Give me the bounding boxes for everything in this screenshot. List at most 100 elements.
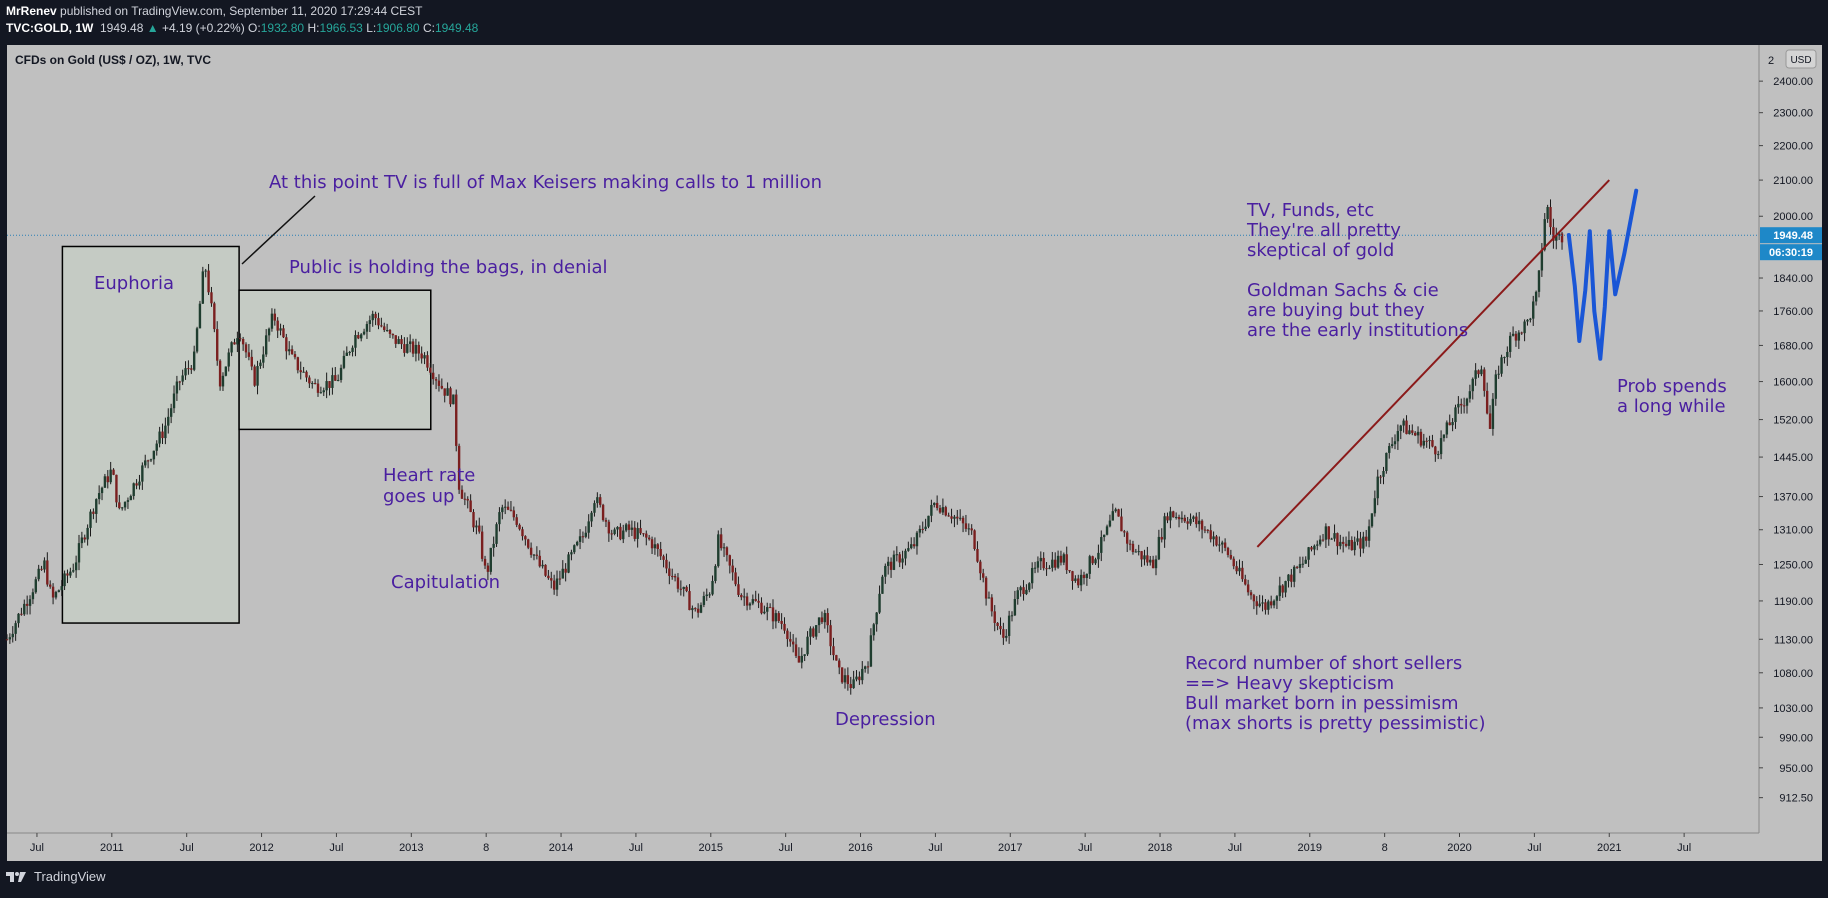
candle-body: [1215, 536, 1218, 546]
candle-body: [604, 520, 608, 522]
candle-body: [656, 544, 660, 549]
candle-body: [1157, 536, 1161, 560]
candle-body: [1301, 563, 1305, 565]
currency-button[interactable]: [1785, 49, 1817, 69]
candle-body: [696, 608, 700, 613]
candle-body: [385, 330, 389, 332]
tradingview-logo-icon: [6, 871, 26, 882]
current-price-badge-text: 1949.48: [1773, 230, 1813, 242]
candle-body: [581, 536, 585, 538]
time-axis[interactable]: [7, 833, 1822, 861]
candle-body: [550, 578, 553, 581]
candle-body: [702, 596, 706, 605]
price-tick-label: 1030.00: [1773, 703, 1813, 715]
candle-body: [1416, 431, 1420, 436]
candle-body: [328, 381, 331, 388]
candle-body: [607, 521, 611, 534]
candle-body: [809, 628, 812, 637]
candle-body: [584, 532, 588, 537]
candle-body: [722, 547, 726, 549]
candle-body: [1390, 444, 1394, 447]
candle-body: [25, 603, 29, 606]
candle-body: [1431, 440, 1434, 447]
candle-body: [596, 497, 599, 504]
candle-body: [659, 548, 662, 557]
candle-body: [1261, 602, 1264, 604]
candle-body: [319, 392, 323, 394]
candle-body: [426, 355, 429, 368]
candle-body: [783, 623, 786, 631]
current-price-badge: [1760, 227, 1822, 244]
candle-body: [264, 335, 268, 355]
author-name[interactable]: MrRenev: [6, 4, 57, 18]
candle-body: [699, 604, 703, 613]
trendline[interactable]: [1256, 179, 1610, 548]
candle-body: [483, 558, 487, 566]
candle-body: [512, 510, 516, 518]
candle-body: [80, 537, 84, 544]
box-denial[interactable]: [238, 289, 432, 431]
candle-body: [1062, 554, 1066, 563]
price-axis[interactable]: [1759, 45, 1822, 833]
candle-body: [48, 584, 52, 587]
candle-body: [1474, 370, 1477, 379]
candle-body: [1154, 559, 1158, 569]
candle-body: [532, 554, 536, 556]
candle-body: [817, 617, 821, 626]
candle-body: [858, 676, 861, 681]
candle-body: [486, 565, 490, 572]
candle-body: [711, 580, 714, 595]
candle-body: [1336, 533, 1339, 547]
candle-body: [973, 530, 976, 549]
candle-body: [1252, 595, 1256, 602]
candle-body: [861, 668, 864, 681]
candle-body: [737, 584, 740, 595]
footer-brand[interactable]: TradingView: [6, 869, 106, 884]
candle-body: [46, 560, 49, 585]
symbol-label[interactable]: TVC:GOLD, 1W: [6, 21, 94, 35]
candle-body: [1229, 554, 1233, 559]
candle-body: [167, 416, 170, 426]
candle-body: [653, 544, 657, 549]
candle-body: [457, 445, 461, 490]
candle-body: [538, 555, 541, 567]
candle-body: [169, 408, 173, 417]
candle-body: [239, 338, 242, 340]
candle-body: [411, 341, 415, 354]
candle-body: [423, 355, 426, 359]
candle-body: [964, 523, 968, 529]
candle-body: [1511, 333, 1515, 336]
candle-body: [863, 666, 867, 669]
candle-body: [1324, 526, 1328, 540]
candle-body: [509, 509, 513, 511]
candle-body: [37, 568, 40, 580]
ohlc-bar: TVC:GOLD, 1W 1949.48 ▲ +4.19 (+0.22%) O:…: [6, 21, 478, 35]
candle-body: [930, 505, 933, 516]
candle-body: [1163, 516, 1166, 540]
candle-body: [886, 561, 890, 566]
candle-body: [610, 533, 613, 535]
plot-area[interactable]: [7, 45, 1759, 833]
candle-body: [236, 338, 239, 345]
candle-body: [751, 599, 755, 604]
open-label: O:: [248, 21, 261, 35]
candle-body: [780, 620, 783, 624]
candle-body: [1002, 629, 1005, 638]
projection-path[interactable]: [1566, 188, 1639, 361]
candle-body: [976, 548, 979, 562]
candle-body: [820, 617, 824, 623]
price-tick-label: 912.50: [1779, 793, 1813, 805]
candle-body: [132, 483, 135, 497]
candle-body: [443, 388, 446, 396]
time-tick-label: 2014: [549, 842, 573, 854]
candle-body: [1102, 534, 1106, 538]
box-euphoria[interactable]: [61, 245, 240, 624]
candle-body: [498, 512, 501, 525]
time-tick-label: 2020: [1447, 842, 1471, 854]
candle-body: [74, 562, 78, 571]
candle-body: [933, 502, 936, 506]
candle-body: [1195, 516, 1198, 525]
candle-body: [1186, 521, 1189, 524]
candle-body: [578, 536, 582, 542]
